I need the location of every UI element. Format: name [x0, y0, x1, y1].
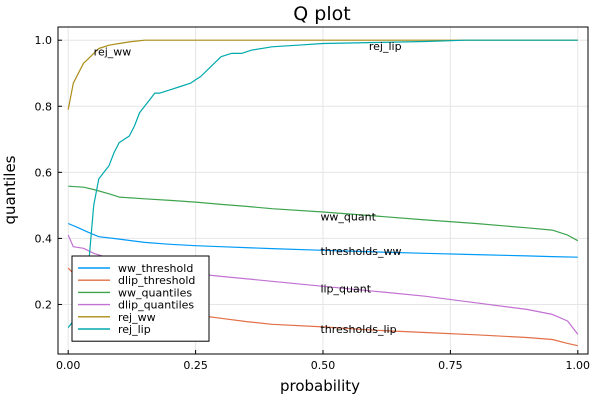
y-axis-title: quantiles — [1, 155, 19, 224]
legend-label: rej_ww — [118, 311, 156, 324]
y-tick-label: 0.6 — [35, 166, 53, 179]
x-tick-label: 0.25 — [183, 359, 208, 372]
x-tick-label: 0.50 — [311, 359, 336, 372]
legend-box — [71, 255, 210, 342]
annotation-thresholds-lip: thresholds_lip — [320, 323, 396, 336]
legend-label: rej_lip — [118, 323, 151, 336]
x-axis-ticks: 0.00 0.25 0.50 0.75 1.00 — [56, 350, 590, 372]
legend: ww_thresholddlip_thresholdww_quantilesdl… — [71, 255, 210, 342]
y-tick-label: 0.2 — [35, 298, 53, 311]
annotation-ww-quant: ww_quant — [320, 210, 376, 223]
legend-label: dlip_threshold — [118, 274, 195, 287]
series-line-dlip-quantiles — [67, 234, 579, 335]
y-axis-ticks: 0.2 0.4 0.6 0.8 1.0 — [35, 34, 62, 311]
y-tick-label: 1.0 — [35, 34, 53, 47]
x-tick-label: 1.00 — [566, 359, 591, 372]
chart-title: Q plot — [293, 3, 350, 25]
annotation-rej-ww: rej_ww — [94, 45, 132, 58]
legend-label: ww_quantiles — [118, 286, 192, 299]
series-line-ww-threshold — [67, 222, 578, 258]
x-tick-label: 0.75 — [438, 359, 463, 372]
x-axis-title: probability — [280, 377, 360, 395]
y-tick-label: 0.4 — [35, 232, 53, 245]
series-line-rej-lip — [67, 39, 578, 328]
y-tick-label: 0.8 — [35, 100, 53, 113]
annotation-lip-quant: lip_quant — [320, 283, 371, 296]
series-annotations: rej_ww rej_lipww_quantthresholds_wwlip_qu… — [94, 40, 402, 336]
series-line-rej-ww — [67, 39, 578, 110]
annotation-rej-lip: rej_lip — [369, 40, 402, 53]
annotation-thresholds-ww: thresholds_ww — [320, 245, 401, 258]
x-tick-label: 0.00 — [56, 359, 81, 372]
series-line-ww-quantiles — [68, 185, 579, 242]
legend-label: dlip_quantiles — [118, 299, 194, 312]
legend-label: ww_threshold — [118, 262, 193, 275]
